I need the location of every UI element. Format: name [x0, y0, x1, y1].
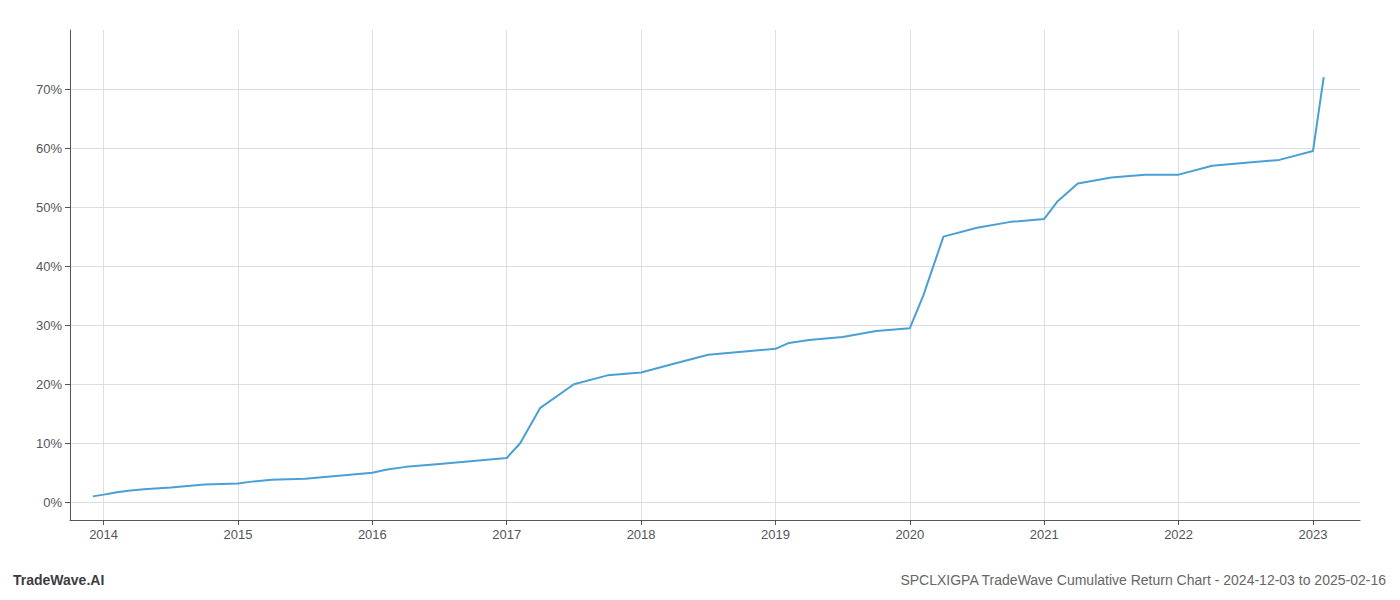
- svg-text:50%: 50%: [36, 200, 62, 215]
- svg-text:2019: 2019: [761, 527, 790, 542]
- svg-text:2021: 2021: [1030, 527, 1059, 542]
- svg-text:20%: 20%: [36, 377, 62, 392]
- svg-text:2014: 2014: [89, 527, 118, 542]
- svg-text:60%: 60%: [36, 141, 62, 156]
- svg-text:2023: 2023: [1299, 527, 1328, 542]
- svg-text:10%: 10%: [36, 436, 62, 451]
- svg-text:70%: 70%: [36, 82, 62, 97]
- svg-text:2017: 2017: [492, 527, 521, 542]
- svg-text:30%: 30%: [36, 318, 62, 333]
- svg-text:2020: 2020: [895, 527, 924, 542]
- svg-text:TradeWave.AI: TradeWave.AI: [13, 572, 104, 588]
- svg-text:2015: 2015: [224, 527, 253, 542]
- svg-text:2018: 2018: [627, 527, 656, 542]
- svg-text:0%: 0%: [43, 495, 62, 510]
- svg-text:SPCLXIGPA TradeWave Cumulative: SPCLXIGPA TradeWave Cumulative Return Ch…: [900, 572, 1386, 588]
- svg-text:40%: 40%: [36, 259, 62, 274]
- svg-text:2022: 2022: [1164, 527, 1193, 542]
- svg-text:2016: 2016: [358, 527, 387, 542]
